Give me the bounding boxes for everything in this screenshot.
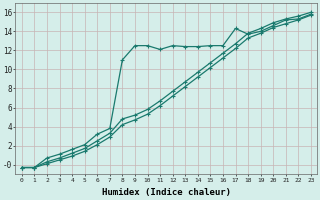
X-axis label: Humidex (Indice chaleur): Humidex (Indice chaleur) <box>102 188 231 197</box>
